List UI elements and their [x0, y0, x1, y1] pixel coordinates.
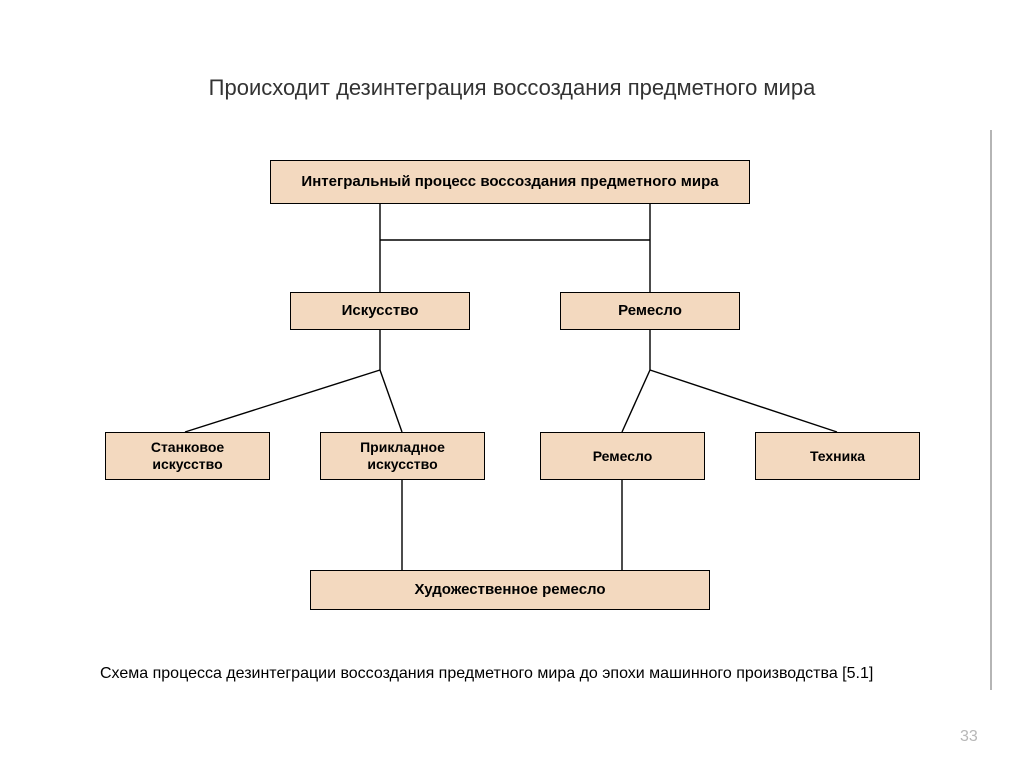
diagram-edges: [0, 0, 1024, 767]
frame-right-line: [990, 130, 992, 690]
node-root-label: Интегральный процесс воссоздания предмет…: [301, 173, 718, 191]
node-art-label: Искусство: [342, 302, 419, 320]
page-number-text: 33: [960, 728, 978, 745]
node-applied-label: Прикладное искусство: [329, 439, 476, 473]
node-tech: Техника: [755, 432, 920, 480]
node-craft2-label: Ремесло: [593, 448, 653, 465]
node-craft2: Ремесло: [540, 432, 705, 480]
node-tech-label: Техника: [810, 448, 865, 465]
node-root: Интегральный процесс воссоздания предмет…: [270, 160, 750, 204]
page-title-text: Происходит дезинтеграция воссоздания пре…: [209, 75, 816, 100]
page-number: 33: [960, 728, 978, 746]
node-artcr: Художественное ремесло: [310, 570, 710, 610]
node-art: Искусство: [290, 292, 470, 330]
node-easel: Станковое искусство: [105, 432, 270, 480]
node-artcr-label: Художественное ремесло: [414, 581, 605, 599]
node-craft: Ремесло: [560, 292, 740, 330]
node-applied: Прикладное искусство: [320, 432, 485, 480]
node-easel-label: Станковое искусство: [114, 439, 261, 473]
diagram-caption: Схема процесса дезинтеграции воссоздания…: [100, 665, 920, 683]
diagram-caption-text: Схема процесса дезинтеграции воссоздания…: [100, 665, 873, 682]
node-craft-label: Ремесло: [618, 302, 682, 320]
page-title: Происходит дезинтеграция воссоздания пре…: [0, 75, 1024, 101]
